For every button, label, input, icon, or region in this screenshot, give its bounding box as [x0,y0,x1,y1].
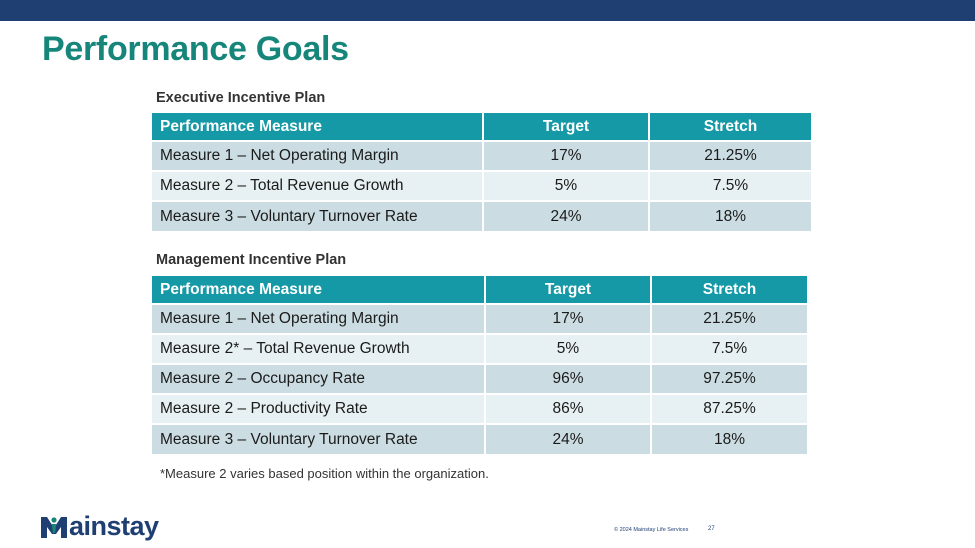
mainstay-logo-m-icon [41,516,67,538]
target-cell: 5% [483,170,650,201]
column-header-measure: Performance Measure [152,113,484,141]
measure-cell: Measure 2 – Occupancy Rate [152,363,486,394]
measure-cell: Measure 3 – Voluntary Turnover Rate [152,423,486,454]
top-banner [0,0,975,21]
table-row: Measure 3 – Voluntary Turnover Rate 24% … [152,200,811,231]
table-row: Measure 2 – Productivity Rate 86% 87.25% [152,393,807,424]
footnote: *Measure 2 varies based position within … [160,466,489,481]
stretch-cell: 7.5% [649,170,811,201]
measure-cell: Measure 1 – Net Operating Margin [152,140,484,171]
table-row: Measure 2 – Occupancy Rate 96% 97.25% [152,363,807,394]
logo-text: ainstay [69,511,159,541]
target-cell: 17% [483,140,650,171]
mainstay-logo: ainstay [40,511,159,542]
table-row: Measure 1 – Net Operating Margin 17% 21.… [152,140,811,171]
measure-cell: Measure 3 – Voluntary Turnover Rate [152,200,484,231]
slide-title: Performance Goals [42,30,349,68]
target-cell: 5% [485,333,652,364]
executive-plan-heading: Executive Incentive Plan [156,90,326,106]
column-header-target: Target [485,276,652,304]
target-cell: 24% [483,200,650,231]
column-header-stretch: Stretch [649,113,811,141]
target-cell: 86% [485,393,652,424]
measure-cell: Measure 1 – Net Operating Margin [152,303,486,334]
page-number: 27 [708,526,715,532]
stretch-cell: 21.25% [649,140,811,171]
executive-plan-table: Performance Measure Target Stretch Measu… [152,113,811,231]
measure-cell: Measure 2 – Total Revenue Growth [152,170,484,201]
stretch-cell: 18% [651,423,807,454]
management-plan-table: Performance Measure Target Stretch Measu… [152,276,807,454]
stretch-cell: 87.25% [651,393,807,424]
table-header-row: Performance Measure Target Stretch [152,113,811,141]
table-row: Measure 1 – Net Operating Margin 17% 21.… [152,303,807,334]
stretch-cell: 21.25% [651,303,807,334]
column-header-measure: Performance Measure [152,276,486,304]
copyright-text: © 2024 Mainstay Life Services [614,527,689,533]
target-cell: 17% [485,303,652,334]
column-header-target: Target [483,113,650,141]
column-header-stretch: Stretch [651,276,807,304]
target-cell: 96% [485,363,652,394]
stretch-cell: 7.5% [651,333,807,364]
table-row: Measure 2 – Total Revenue Growth 5% 7.5% [152,170,811,201]
management-plan-heading: Management Incentive Plan [156,252,347,268]
stretch-cell: 18% [649,200,811,231]
measure-cell: Measure 2 – Productivity Rate [152,393,486,424]
table-row: Measure 2* – Total Revenue Growth 5% 7.5… [152,333,807,364]
table-header-row: Performance Measure Target Stretch [152,276,807,304]
measure-cell: Measure 2* – Total Revenue Growth [152,333,486,364]
stretch-cell: 97.25% [651,363,807,394]
table-row: Measure 3 – Voluntary Turnover Rate 24% … [152,423,807,454]
target-cell: 24% [485,423,652,454]
